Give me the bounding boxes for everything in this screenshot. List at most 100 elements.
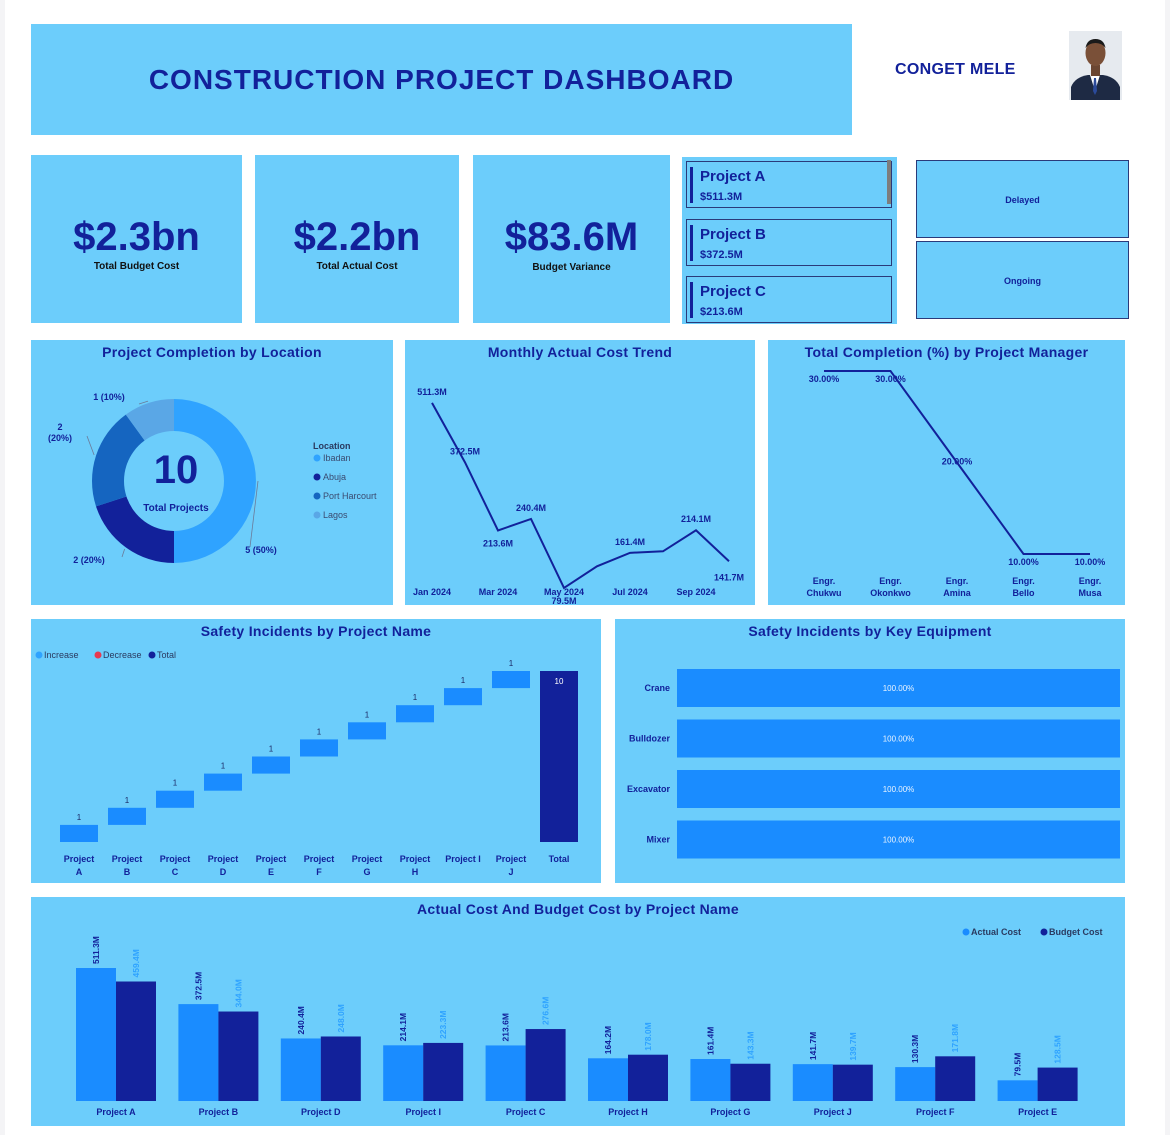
actual-cost-bar (690, 1059, 731, 1101)
project-card-b[interactable]: Project B $372.5M (686, 219, 892, 266)
donut-leader-line (138, 400, 149, 405)
donut-slice-port-harcourt (92, 414, 145, 507)
cost-data-label: 164.2M (603, 1026, 613, 1054)
author-name: CONGET MELE (895, 61, 1016, 78)
location-donut-chart: 5 (50%) 2 (20%) 2 (20%) 1 (10%) 10 Total Proje… (48, 392, 377, 565)
cost-data-label: 459.4M (131, 949, 141, 977)
waterfall-data-label: 1 (173, 779, 178, 788)
kpi-total-budget-cost: $2.3bn Total Budget Cost (31, 155, 242, 323)
waterfall-bar (348, 722, 386, 740)
equipment-panel: Safety Incidents by Key Equipment 100.00… (615, 619, 1125, 883)
monthly-trend-chart: 511.3M 372.5M 213.6M 240.4M 79.5M 161.4M 214.1… (413, 387, 744, 605)
legend-label: Ibadan (323, 453, 351, 463)
legend-marker (313, 492, 321, 500)
x-tick-label: Project H (400, 854, 431, 877)
waterfall-data-label: 1 (221, 762, 226, 771)
legend-label: Lagos (323, 510, 348, 520)
actual-cost-bar (588, 1058, 628, 1101)
waterfall-bar (300, 739, 338, 757)
waterfall-data-label: 1 (269, 745, 274, 754)
donut-data-label: 5 (50%) (245, 545, 277, 555)
cost-data-label: 344.0M (233, 979, 243, 1007)
chart-title: Project Completion by Location (102, 344, 322, 360)
x-tick-label: Project C (506, 1107, 546, 1117)
budget-cost-bar (832, 1064, 873, 1101)
kpi-label: Total Budget Cost (93, 261, 180, 272)
trend-data-label: 372.5M (450, 446, 480, 456)
kpi-value: $83.6M (504, 215, 639, 259)
cost-data-label: 139.7M (848, 1032, 858, 1060)
donut-data-label: 2 (20%) (48, 422, 72, 443)
delayed-button-label: Delayed (1005, 195, 1040, 205)
cost-data-label: 141.7M (808, 1032, 818, 1060)
actual-cost-bar (997, 1080, 1038, 1101)
x-tick-label: Project I (405, 1107, 441, 1117)
card-project-name: Project B (700, 226, 766, 243)
manager-data-label: 10.00% (1008, 557, 1039, 567)
x-tick-label: Jul 2024 (612, 587, 648, 597)
waterfall-data-label: 1 (509, 659, 514, 668)
legend-marker (35, 651, 43, 659)
cost-data-label: 171.8M (950, 1024, 960, 1052)
delayed-button[interactable]: Delayed (916, 160, 1129, 238)
chart-title: Safety Incidents by Key Equipment (748, 623, 992, 639)
legend-marker (962, 928, 970, 936)
waterfall-bar (156, 790, 194, 808)
legend-marker (1040, 928, 1048, 936)
x-tick-label: Engr. Bello (1012, 576, 1035, 598)
chart-title: Monthly Actual Cost Trend (487, 344, 673, 360)
kpi-total-actual-cost: $2.2bn Total Actual Cost (255, 155, 459, 323)
card-project-name: Project C (700, 283, 766, 300)
waterfall-bar (444, 688, 482, 706)
manager-data-label: 20.00% (942, 457, 973, 467)
equipment-data-label: 100.00% (883, 684, 915, 693)
equipment-bar (677, 820, 1120, 859)
budget-cost-bar (218, 1011, 259, 1101)
budget-cost-bar (423, 1042, 464, 1101)
cost-data-label: 214.1M (398, 1013, 408, 1041)
x-tick-label: Project B (199, 1107, 239, 1117)
x-tick-label: Engr. Chukwu (807, 576, 842, 598)
card-list-scrollbar[interactable] (887, 160, 891, 204)
legend-marker (313, 473, 321, 481)
waterfall-data-label: 10 (555, 677, 564, 686)
card-project-amount: $213.6M (700, 306, 743, 318)
trend-data-label: 161.4M (615, 537, 645, 547)
cost-data-label: 143.3M (745, 1031, 755, 1059)
project-card-a[interactable]: Project A $511.3M (686, 161, 892, 208)
cost-data-label: 213.6M (501, 1013, 511, 1041)
waterfall-data-label: 1 (317, 727, 322, 736)
waterfall-bar (204, 773, 242, 791)
x-tick-label: Engr. Amina (943, 576, 972, 598)
budget-cost-bar (1037, 1067, 1078, 1101)
ongoing-button[interactable]: Ongoing (916, 241, 1129, 319)
actual-cost-bar (792, 1064, 833, 1101)
legend-title: Location (313, 441, 351, 451)
donut-slice-lagos (125, 399, 174, 441)
x-tick-label: Total (549, 854, 570, 864)
trend-data-label: 214.1M (681, 514, 711, 524)
card-project-amount: $511.3M (700, 191, 743, 203)
x-tick-label: Project D (301, 1107, 341, 1117)
x-tick-label: Project D (208, 854, 239, 877)
legend-marker (313, 511, 321, 519)
cost-data-label: 130.3M (910, 1035, 920, 1063)
donut-center-label: Total Projects (143, 503, 209, 514)
x-tick-label: Project F (916, 1107, 955, 1117)
x-tick-label: Project J (814, 1107, 852, 1117)
waterfall-data-label: 1 (125, 796, 130, 805)
waterfall-bar (396, 705, 434, 723)
donut-data-label: 2 (20%) (73, 555, 105, 565)
y-tick-label: Mixer (646, 835, 670, 845)
card-project-name: Project A (700, 168, 766, 185)
chart-title: Safety Incidents by Project Name (200, 623, 432, 639)
x-tick-label: Engr. Okonkwo (870, 576, 911, 598)
x-tick-label: Project F (304, 854, 335, 877)
x-tick-label: Project E (1018, 1107, 1057, 1117)
equipment-bar-chart: 100.00% Crane 100.00% Bulldozer 100.00% Excav… (627, 669, 1120, 859)
project-card-c[interactable]: Project C $213.6M (686, 276, 892, 323)
legend-label: Actual Cost (971, 927, 1021, 937)
waterfall-bar (492, 671, 530, 689)
project-card-list[interactable]: Project A $511.3M Project B $372.5M Proj… (682, 157, 897, 324)
x-tick-label: Project I (445, 854, 481, 864)
